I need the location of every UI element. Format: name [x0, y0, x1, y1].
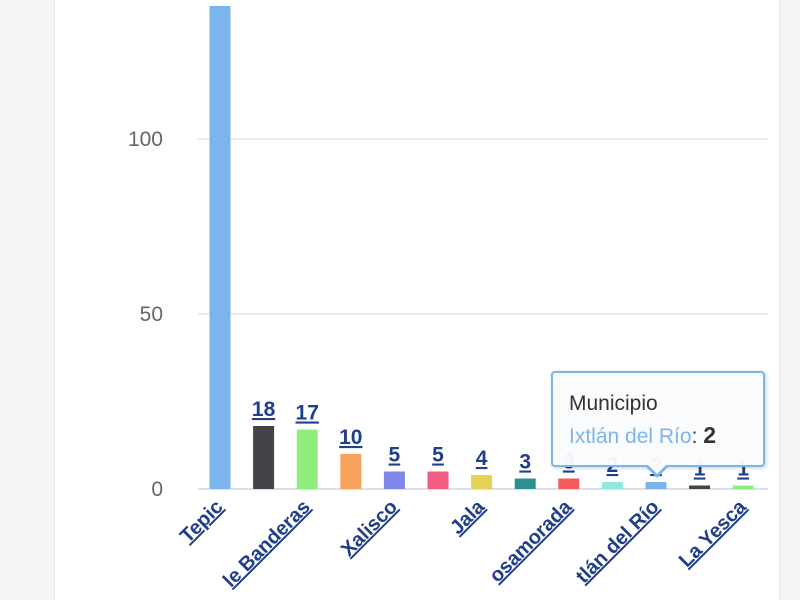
bar[interactable]	[689, 485, 711, 490]
tooltip-value: 2	[703, 422, 717, 448]
tooltip-series-name: Ixtlán del Río	[569, 425, 692, 448]
y-tick-label: 50	[140, 303, 163, 326]
bar[interactable]	[209, 6, 231, 489]
bar[interactable]	[514, 478, 536, 490]
bar[interactable]	[427, 471, 449, 490]
y-axis: 0 50 100	[128, 128, 163, 501]
chart-card	[54, 0, 780, 600]
bar[interactable]	[601, 482, 623, 489]
y-tick-label: 100	[128, 128, 163, 151]
data-label: 4	[476, 447, 488, 470]
bar[interactable]	[645, 482, 667, 489]
x-category-label[interactable]: osamorada	[485, 495, 577, 587]
tooltip-row: Ixtlán del Río: 2	[569, 420, 747, 452]
tooltip-pointer-inner	[648, 465, 666, 474]
x-category-label[interactable]: Xalisco	[337, 496, 402, 561]
x-category-label[interactable]: La Yesca	[675, 495, 751, 571]
tooltip-separator: :	[691, 425, 704, 448]
tooltip-title: Municipio	[569, 392, 658, 415]
data-label: 3	[519, 451, 531, 474]
x-category-label[interactable]: Jala	[446, 495, 490, 539]
bar[interactable]	[296, 429, 318, 490]
bar[interactable]	[558, 478, 580, 490]
data-label: 5	[432, 444, 444, 467]
data-label: 18	[252, 398, 276, 421]
bar[interactable]	[340, 454, 362, 489]
bar[interactable]	[471, 475, 493, 489]
data-label: 10	[339, 426, 362, 449]
y-tick-label: 0	[151, 478, 163, 501]
bar[interactable]	[253, 426, 275, 489]
bars	[209, 6, 754, 490]
data-labels: 181710554332211	[252, 398, 749, 481]
x-category-label[interactable]: Tepic	[176, 496, 227, 547]
bar[interactable]	[732, 485, 754, 490]
x-category-label[interactable]: tlán del Río	[572, 496, 664, 588]
x-category-label[interactable]: le Banderas	[219, 496, 315, 592]
data-label: 5	[389, 444, 401, 467]
tooltip: Municipio Ixtlán del Río: 2	[551, 371, 765, 467]
bar[interactable]	[383, 471, 405, 490]
data-label: 17	[296, 402, 319, 425]
